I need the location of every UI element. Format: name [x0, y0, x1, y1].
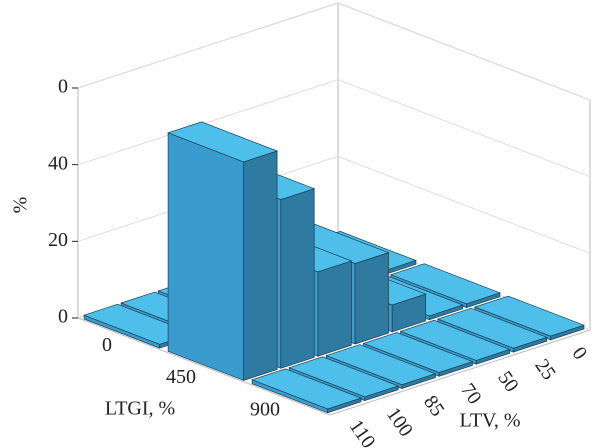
bar-top [436, 307, 548, 349]
z-tick-label: 0 [58, 306, 68, 328]
bar-side [167, 132, 245, 381]
bar-front [243, 150, 278, 381]
bar-top [288, 356, 400, 398]
y-tick-label: 450 [166, 366, 196, 388]
grid-line [77, 2, 591, 101]
z-tick-label: 40 [48, 152, 68, 174]
bar-front [280, 188, 315, 369]
bar-top [389, 263, 501, 305]
bar-front [317, 260, 352, 357]
bar-top [473, 295, 585, 337]
y-axis-label: LTGI, % [105, 398, 175, 420]
bar-top [362, 332, 474, 373]
z-axis-label: % [10, 197, 32, 214]
bar-top [325, 344, 437, 386]
z-tick-label: 0 [58, 76, 68, 98]
y-tick-label: 0 [102, 334, 112, 356]
bar-top [167, 121, 279, 163]
box-edge [329, 329, 591, 416]
y-tick-label: 900 [250, 398, 280, 420]
box-edge [77, 317, 331, 416]
grid-line [77, 155, 591, 254]
x-axis-label: LTV, % [459, 410, 520, 432]
bar-top [251, 368, 363, 410]
z-tick-label: 20 [48, 229, 68, 251]
grid-line [77, 79, 591, 178]
bar-top [399, 319, 511, 361]
bar-front [354, 252, 389, 345]
